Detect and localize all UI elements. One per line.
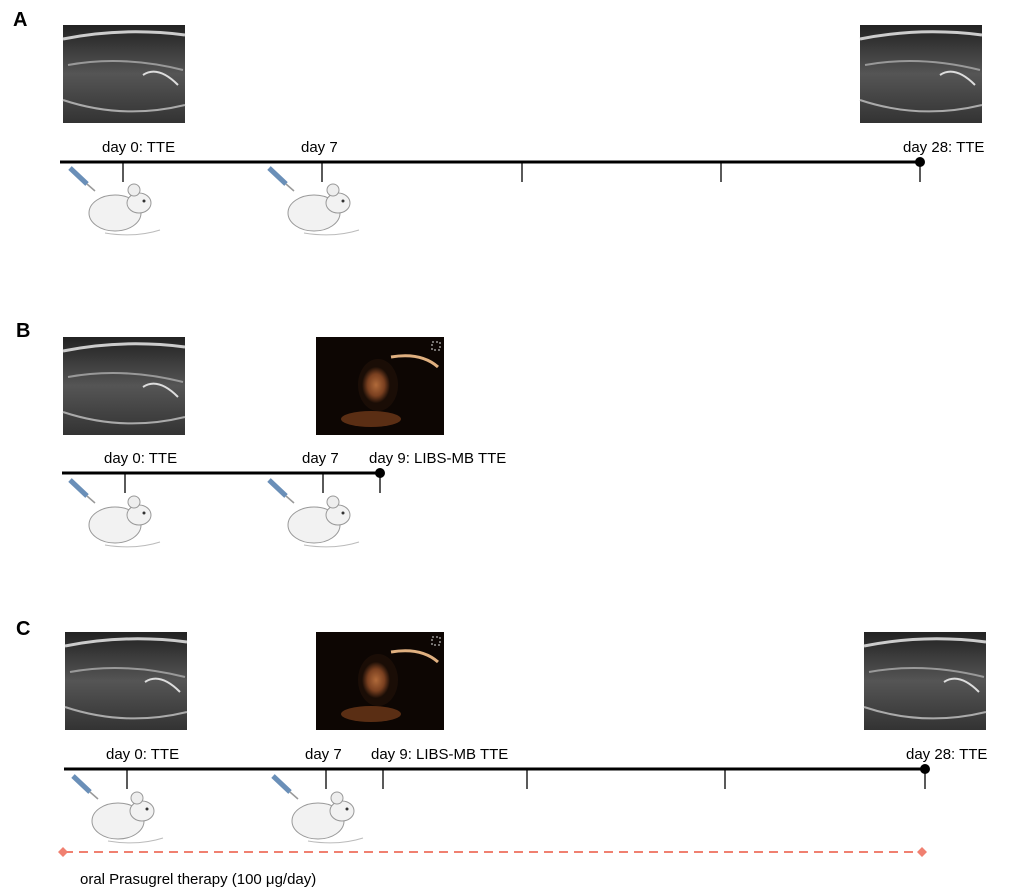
event-label: day 28: TTE	[906, 746, 987, 763]
panel-label: B	[16, 320, 30, 342]
event-label: day 0: TTE	[106, 746, 179, 763]
event-label: day 7	[301, 139, 338, 156]
event-label: day 28: TTE	[903, 139, 984, 156]
ultrasound-image	[858, 23, 984, 125]
ultrasound-image	[61, 335, 187, 437]
event-label: day 0: TTE	[102, 139, 175, 156]
endpoint	[920, 764, 930, 774]
panel-label: A	[13, 9, 27, 31]
mouse-injection	[269, 480, 359, 547]
mouse-injection	[70, 168, 160, 235]
event-label: day 0: TTE	[104, 450, 177, 467]
mouse-injection	[73, 776, 163, 843]
endpoint	[915, 157, 925, 167]
ultrasound-image	[63, 630, 189, 732]
ultrasound-image	[61, 23, 187, 125]
ultrasound-image	[862, 630, 988, 732]
mouse-injection	[273, 776, 363, 843]
ticks	[124, 473, 381, 493]
mouse-injection	[70, 480, 160, 547]
event-label: day 9: LIBS-MB TTE	[371, 746, 508, 763]
ticks	[126, 769, 926, 789]
event-label: day 7	[305, 746, 342, 763]
contrast-image	[314, 630, 446, 732]
event-label: day 7	[302, 450, 339, 467]
therapy-label: oral Prasugrel therapy (100 μg/day)	[80, 871, 316, 888]
ticks	[122, 162, 921, 182]
panel-label: C	[16, 618, 30, 640]
endpoint	[375, 468, 385, 478]
event-label: day 9: LIBS-MB TTE	[369, 450, 506, 467]
mouse-injection	[269, 168, 359, 235]
contrast-image	[314, 335, 446, 437]
